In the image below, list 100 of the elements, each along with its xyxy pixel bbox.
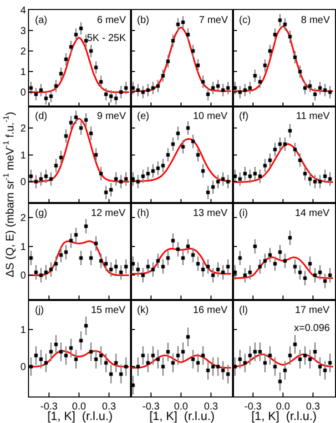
point bbox=[54, 164, 58, 168]
point bbox=[238, 357, 242, 361]
point bbox=[89, 350, 93, 354]
point bbox=[74, 32, 78, 36]
point bbox=[29, 174, 33, 178]
point bbox=[221, 177, 225, 181]
point bbox=[109, 94, 113, 98]
point bbox=[278, 142, 282, 146]
point bbox=[253, 244, 257, 248]
point bbox=[176, 354, 180, 358]
point bbox=[109, 188, 113, 192]
annotation: 6 meV bbox=[97, 15, 126, 26]
point bbox=[278, 18, 282, 22]
point bbox=[221, 88, 225, 92]
point bbox=[268, 253, 272, 257]
point bbox=[141, 274, 145, 277]
point bbox=[176, 132, 180, 136]
point bbox=[196, 262, 200, 266]
point bbox=[211, 86, 215, 90]
point bbox=[49, 268, 53, 272]
point bbox=[303, 172, 307, 176]
point bbox=[323, 174, 327, 178]
point bbox=[146, 264, 150, 268]
y-tick-label: 0 bbox=[20, 177, 26, 188]
point bbox=[283, 142, 287, 146]
point bbox=[94, 357, 98, 361]
point bbox=[308, 177, 312, 181]
annotation: 17 meV bbox=[295, 305, 330, 316]
point bbox=[89, 49, 93, 53]
annotation: 12 meV bbox=[91, 208, 126, 219]
point bbox=[238, 90, 242, 94]
point bbox=[141, 174, 145, 178]
point bbox=[69, 45, 73, 49]
point bbox=[248, 354, 252, 358]
annotation: 15 meV bbox=[91, 305, 126, 316]
point bbox=[74, 116, 78, 120]
point bbox=[151, 86, 155, 90]
annotation: 10 meV bbox=[193, 111, 228, 122]
point bbox=[248, 174, 252, 178]
point bbox=[263, 361, 267, 365]
point bbox=[313, 274, 317, 277]
point bbox=[84, 39, 88, 43]
point bbox=[124, 264, 128, 268]
annotation: (g) bbox=[35, 208, 48, 219]
point bbox=[119, 90, 123, 94]
annotation: 5K - 25K bbox=[87, 33, 126, 44]
point bbox=[288, 34, 292, 38]
point bbox=[171, 361, 175, 365]
point bbox=[114, 264, 118, 268]
point bbox=[186, 32, 190, 36]
point bbox=[39, 357, 43, 361]
point bbox=[216, 268, 220, 272]
point bbox=[84, 118, 88, 122]
point bbox=[171, 142, 175, 146]
annotation: (i) bbox=[239, 208, 248, 219]
point bbox=[196, 361, 200, 365]
point bbox=[146, 361, 150, 365]
point bbox=[104, 92, 108, 96]
point bbox=[161, 264, 165, 268]
point bbox=[211, 364, 215, 368]
point bbox=[49, 177, 53, 181]
point bbox=[238, 256, 242, 260]
point bbox=[114, 361, 118, 365]
annotation: (d) bbox=[35, 111, 48, 122]
point bbox=[74, 357, 78, 361]
point bbox=[94, 153, 98, 157]
point bbox=[308, 357, 312, 361]
point bbox=[156, 357, 160, 361]
point bbox=[283, 259, 287, 263]
y-tick-label: 0 bbox=[20, 88, 26, 99]
annotation: 16 meV bbox=[193, 305, 228, 316]
point bbox=[181, 256, 185, 260]
point bbox=[248, 270, 252, 274]
annotation: (j) bbox=[35, 305, 44, 316]
point bbox=[293, 264, 297, 268]
point bbox=[34, 180, 38, 184]
point bbox=[74, 233, 78, 237]
point bbox=[84, 224, 88, 228]
point bbox=[114, 96, 118, 100]
point bbox=[166, 256, 170, 260]
point bbox=[79, 26, 83, 30]
point bbox=[109, 268, 113, 272]
point bbox=[99, 259, 103, 263]
point bbox=[318, 86, 322, 90]
point bbox=[191, 140, 195, 144]
point bbox=[323, 279, 327, 283]
y-tick-label: 3 bbox=[20, 26, 26, 37]
point bbox=[308, 262, 312, 266]
annotation: 8 meV bbox=[301, 15, 330, 26]
point bbox=[258, 80, 262, 84]
point bbox=[176, 22, 180, 26]
point bbox=[109, 372, 113, 376]
point bbox=[131, 177, 135, 181]
point bbox=[206, 264, 210, 268]
point bbox=[64, 134, 68, 138]
point bbox=[136, 268, 140, 272]
point bbox=[268, 49, 272, 53]
point bbox=[258, 350, 262, 354]
point bbox=[238, 177, 242, 181]
point bbox=[303, 276, 307, 280]
